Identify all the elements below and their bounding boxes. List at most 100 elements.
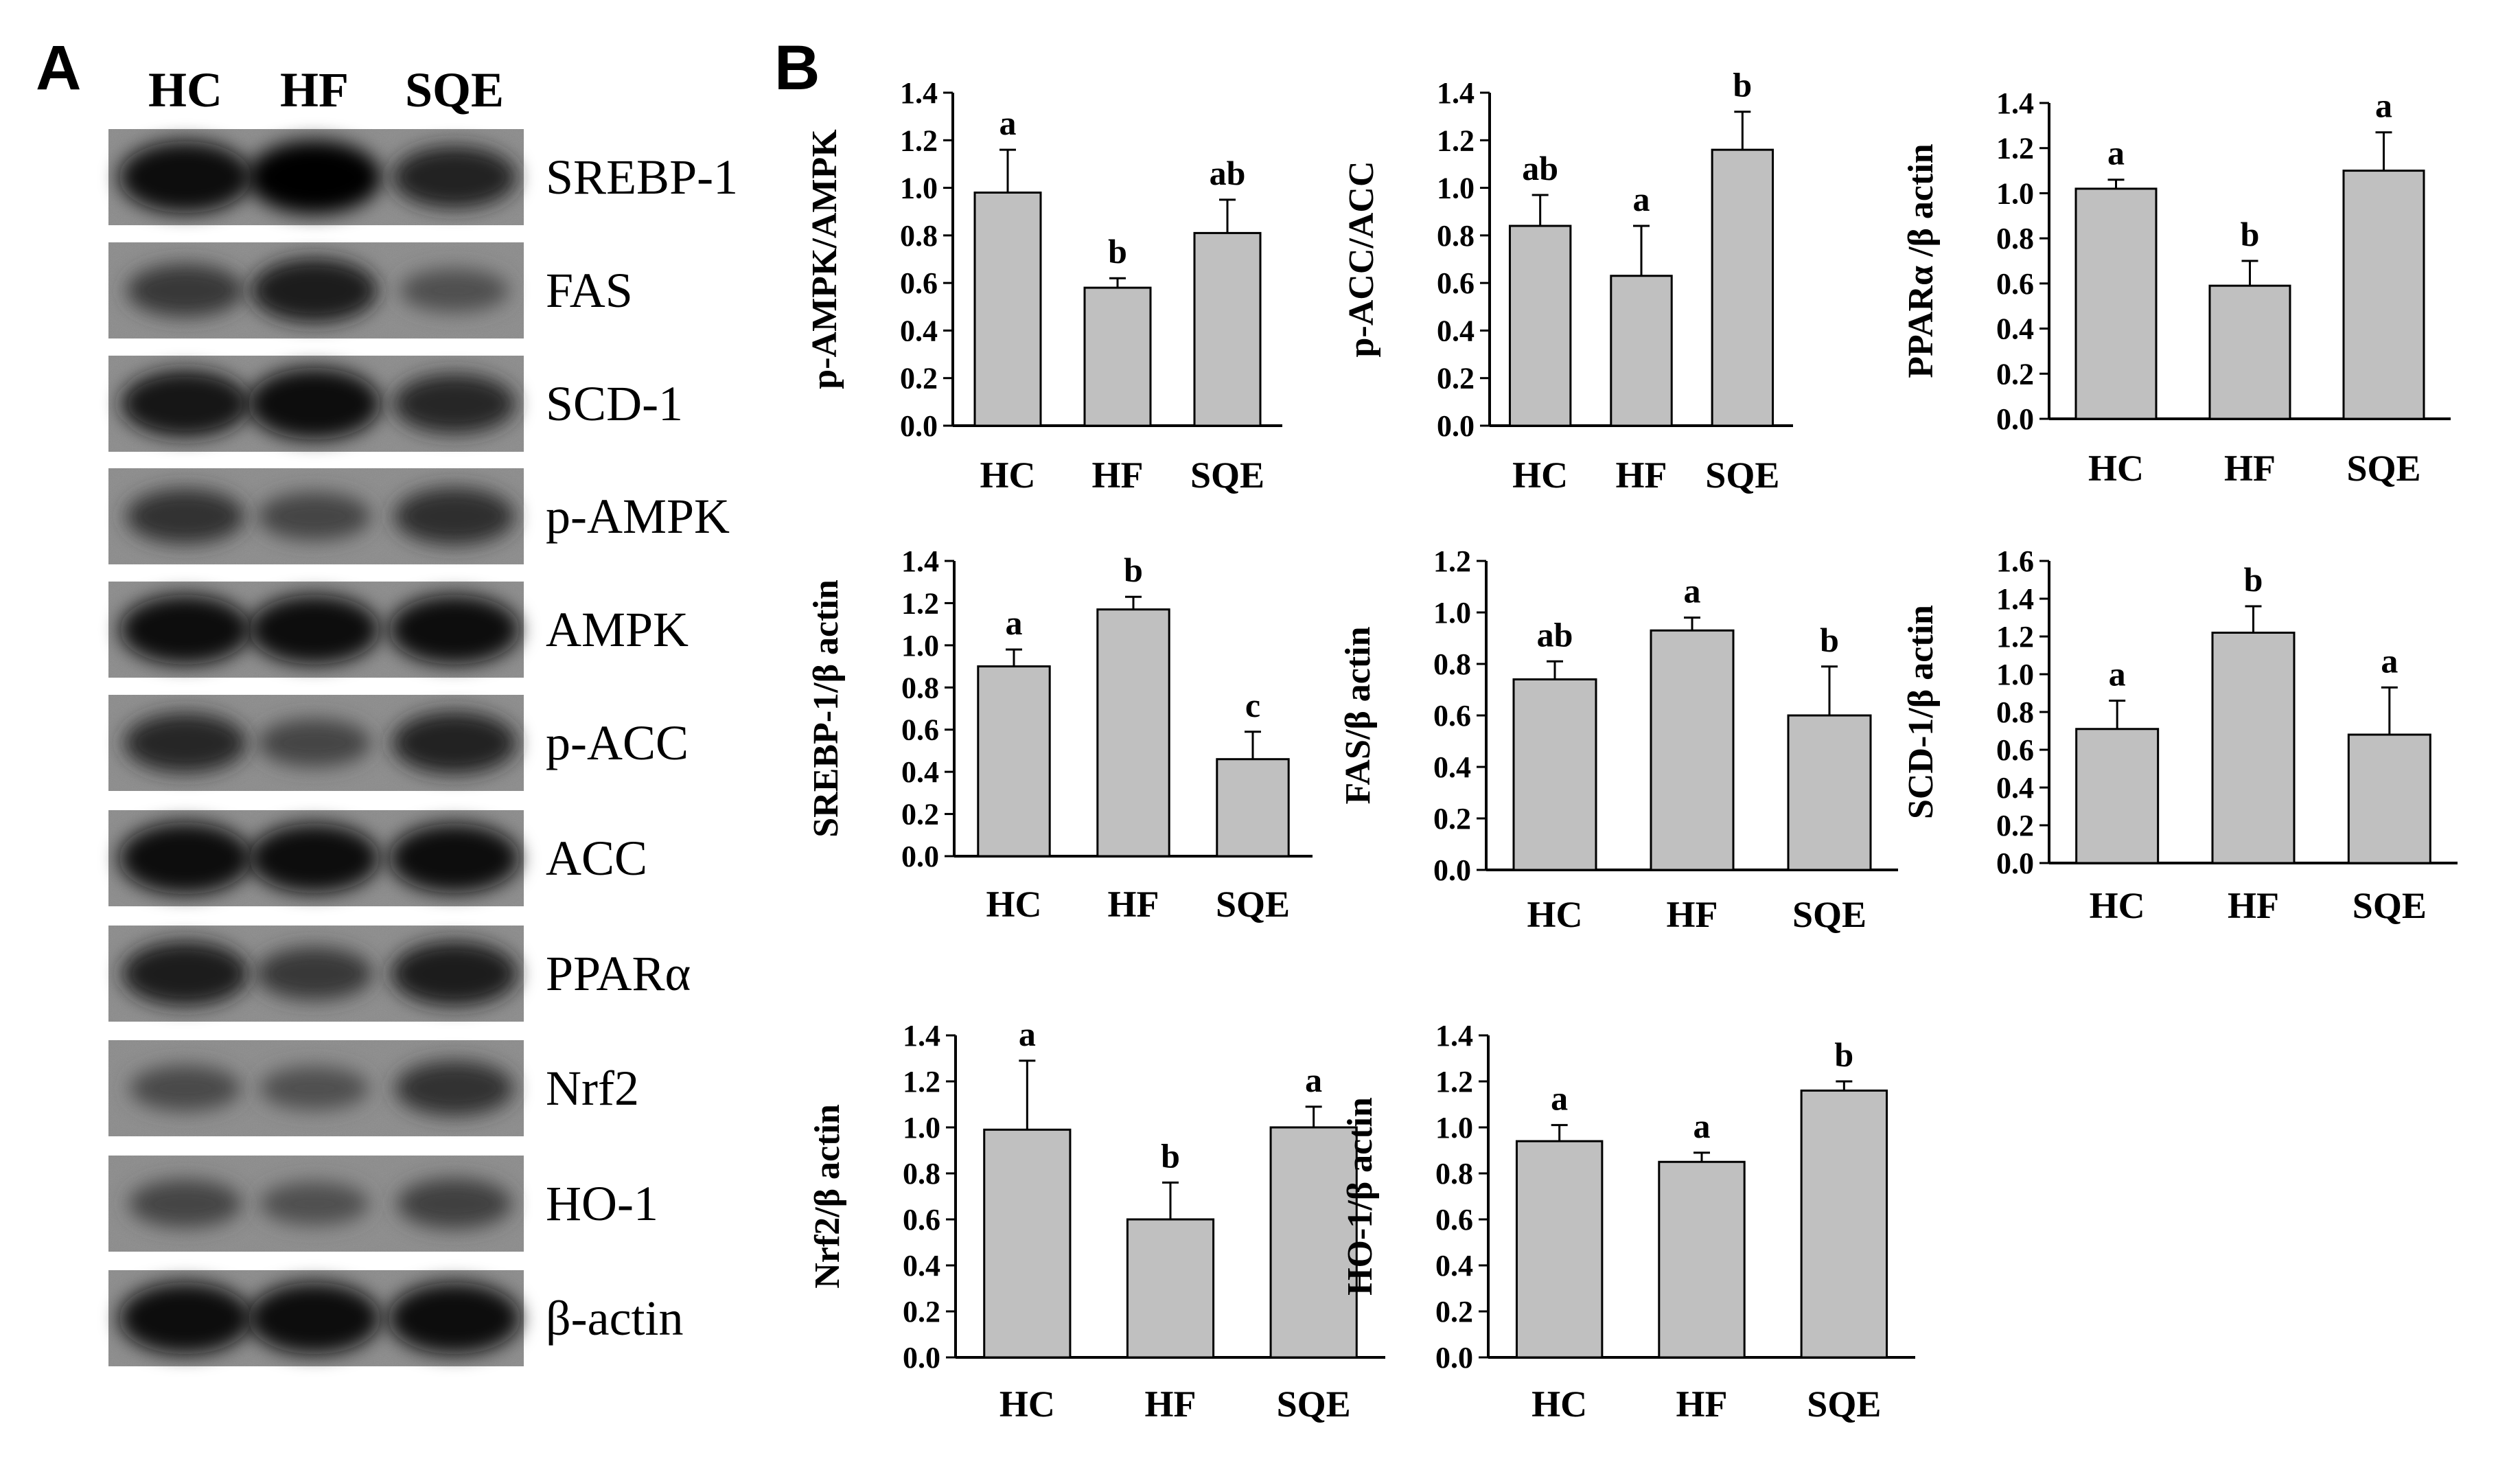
blot-row: p-AMPK xyxy=(108,468,730,564)
blot-band xyxy=(124,713,247,773)
y-tick-label: 0.0 xyxy=(1433,853,1471,887)
blot-band xyxy=(251,257,378,323)
blot-band xyxy=(126,264,244,317)
lane-header-hf: HF xyxy=(280,62,349,117)
blot-band xyxy=(129,1065,242,1112)
blot-band xyxy=(389,823,520,893)
x-tick-label: SQE xyxy=(1190,455,1264,496)
blot-band xyxy=(119,595,251,665)
bar xyxy=(1515,1140,1604,1359)
bar-chart: 0.0 0.2 0.4 0.6 0.8 1.0 1.2 1.4 HO-1/β actin a HC a… xyxy=(1341,1019,1915,1425)
y-tick-label: 0.4 xyxy=(1435,1249,1473,1283)
y-tick-label: 0.8 xyxy=(1433,647,1471,681)
x-tick-label: SQE xyxy=(1216,884,1290,925)
y-tick-label: 1.2 xyxy=(901,586,939,620)
blot-row: ACC xyxy=(108,810,647,906)
y-axis-label: HO-1/β actin xyxy=(1341,1097,1380,1296)
significance-letter: b xyxy=(1820,621,1839,659)
bar xyxy=(973,192,1042,427)
bar-chart: 0.0 0.2 0.4 0.6 0.8 1.0 1.2 1.4 PPARα /β actin a H… xyxy=(1901,87,2451,489)
bar xyxy=(1711,148,1775,427)
bar xyxy=(1096,608,1170,858)
significance-letter: a xyxy=(999,104,1017,142)
blot-band xyxy=(257,718,371,768)
y-tick-label: 0.2 xyxy=(1996,809,2034,842)
x-tick-label: HF xyxy=(1092,455,1144,496)
y-axis-label: SCD-1/β actin xyxy=(1901,605,1941,819)
blot-band xyxy=(122,941,249,1007)
y-tick-label: 0.4 xyxy=(900,314,938,347)
bar xyxy=(1508,225,1572,427)
blot-row-label: p-AMPK xyxy=(546,489,730,544)
blot-row-label: SCD-1 xyxy=(546,376,683,431)
x-tick-label: HC xyxy=(1531,1383,1587,1425)
y-tick-label: 0.0 xyxy=(903,1341,940,1375)
bar xyxy=(1216,758,1290,858)
significance-letter: a xyxy=(2375,87,2392,125)
bar-chart: 0.0 0.2 0.4 0.6 0.8 1.0 1.2 1.4 p-AMPK/AMPK a HC b H… xyxy=(805,76,1282,496)
x-tick-label: HF xyxy=(1145,1383,1197,1425)
blot-band xyxy=(121,370,250,437)
x-tick-label: HF xyxy=(1676,1383,1728,1425)
blot-band xyxy=(248,595,380,665)
bar xyxy=(1193,231,1262,427)
bar xyxy=(1126,1218,1215,1359)
x-tick-label: HF xyxy=(2228,885,2279,926)
blot-row-label: PPARα xyxy=(546,946,691,1001)
y-tick-label: 1.4 xyxy=(1996,87,2034,120)
blot-row: SREBP-1 xyxy=(108,129,738,225)
blot-band xyxy=(259,1182,369,1226)
blot-band xyxy=(392,711,517,774)
x-tick-label: HF xyxy=(1108,884,1159,925)
blot-rows: SREBP-1 FAS SCD-1 p-AMPK AMPK p-ACC ACC PPARα Nr… xyxy=(108,129,738,1366)
y-tick-label: 1.2 xyxy=(1435,1065,1473,1099)
y-tick-label: 0.6 xyxy=(900,266,938,300)
x-tick-label: HF xyxy=(1667,894,1718,935)
x-tick-label: HC xyxy=(2088,448,2144,489)
blot-row-label: Nrf2 xyxy=(546,1061,639,1116)
bar xyxy=(2075,728,2160,864)
y-tick-label: 0.4 xyxy=(1433,750,1471,784)
y-tick-label: 1.0 xyxy=(1433,596,1471,630)
lane-header-sqe: SQE xyxy=(405,62,504,117)
x-tick-label: SQE xyxy=(2353,885,2427,926)
x-tick-label: HF xyxy=(1616,455,1667,496)
blot-row: AMPK xyxy=(108,582,689,678)
significance-letter: ab xyxy=(1522,149,1558,187)
y-tick-label: 0.2 xyxy=(900,362,938,395)
y-tick-label: 0.6 xyxy=(1996,733,2034,767)
y-tick-label: 0.4 xyxy=(903,1249,940,1283)
x-tick-label: SQE xyxy=(1705,455,1779,496)
blot-row: p-ACC xyxy=(108,695,689,791)
significance-letter: c xyxy=(1245,686,1260,724)
bar xyxy=(977,665,1051,858)
y-tick-label: 1.4 xyxy=(903,1019,940,1053)
y-tick-label: 0.2 xyxy=(901,798,939,831)
significance-letter: a xyxy=(2109,655,2126,693)
y-tick-label: 0.6 xyxy=(901,713,939,747)
y-tick-label: 1.2 xyxy=(1437,124,1475,157)
y-tick-label: 0.4 xyxy=(901,755,939,789)
significance-letter: b xyxy=(1733,66,1752,104)
y-tick-label: 0.6 xyxy=(1433,699,1471,733)
y-tick-label: 1.4 xyxy=(900,76,938,110)
blot-row-label: β-actin xyxy=(546,1291,684,1346)
y-tick-label: 0.8 xyxy=(903,1157,940,1191)
y-tick-label: 1.2 xyxy=(1996,620,2034,654)
y-tick-label: 0.8 xyxy=(901,671,939,704)
x-tick-label: HC xyxy=(2090,885,2145,926)
y-tick-label: 0.2 xyxy=(1437,362,1475,395)
panel-b-label: B xyxy=(774,33,820,103)
y-tick-label: 0.8 xyxy=(1435,1157,1473,1191)
lane-header-hc: HC xyxy=(148,62,222,117)
y-tick-label: 0.4 xyxy=(1996,312,2034,346)
y-tick-label: 1.2 xyxy=(1433,544,1471,578)
bar xyxy=(2347,733,2431,864)
blot-row-label: p-ACC xyxy=(546,715,689,770)
blot-row-label: ACC xyxy=(546,831,647,886)
blot-band xyxy=(248,367,381,440)
lane-headers: HC HF SQE xyxy=(148,62,504,117)
blot-band xyxy=(392,146,517,209)
y-tick-label: 1.0 xyxy=(901,629,939,663)
